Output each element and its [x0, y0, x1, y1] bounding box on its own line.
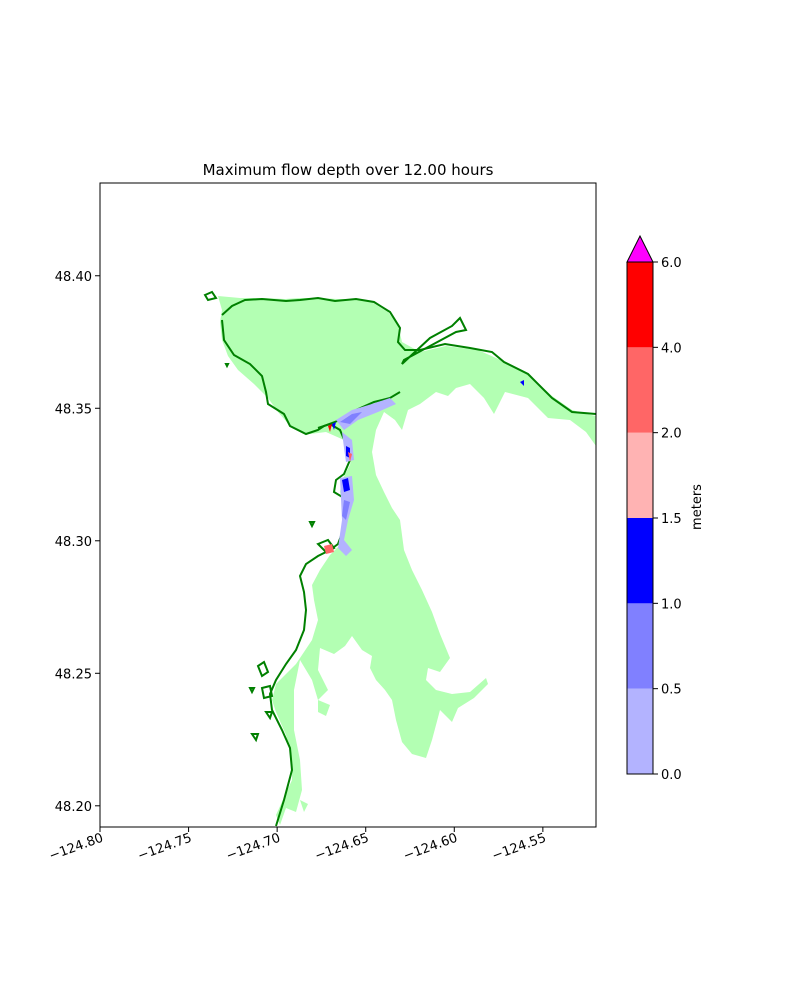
y-tick-label: 48.40	[55, 270, 92, 285]
y-tick-label: 48.30	[55, 535, 92, 550]
colorbar-tick-label: 4.0	[661, 341, 682, 356]
y-tick-label: 48.25	[55, 667, 92, 682]
x-tick-label: −124.75	[136, 831, 194, 864]
plot-frame	[99, 182, 597, 828]
colorbar-bin	[627, 518, 653, 604]
colorbar-extend-arrow	[626, 234, 654, 263]
colorbar-bin	[627, 432, 653, 518]
colorbar-tick-label: 0.5	[661, 683, 682, 698]
chart-title: Maximum flow depth over 12.00 hours	[203, 161, 494, 179]
x-tick-label: −124.55	[490, 831, 548, 864]
colorbar-bin	[627, 262, 653, 348]
x-tick-label: −124.60	[402, 831, 460, 864]
colorbar-label: meters	[690, 484, 705, 530]
x-axis: −124.80 −124.75 −124.70 −124.65 −124.60 −124.…	[47, 827, 548, 864]
colorbar-tick-label: 6.0	[661, 256, 682, 271]
flow-depth-patches	[324, 380, 524, 556]
colorbar-tick-label: 1.0	[661, 597, 682, 612]
x-tick-label: −124.65	[313, 831, 371, 864]
colorbar-bin	[627, 603, 653, 689]
land-region	[218, 296, 596, 825]
colorbar-tick-label: 1.5	[661, 512, 682, 527]
colorbar: 0.0 0.5 1.0 1.5 2.0 4.0 6.0	[626, 234, 682, 783]
y-tick-label: 48.35	[55, 402, 92, 417]
y-tick-label: 48.20	[55, 800, 92, 815]
colorbar-tick-label: 0.0	[661, 768, 682, 783]
plot-area: −124.80 −124.75 −124.70 −124.65 −124.60 −124.…	[47, 182, 597, 864]
x-tick-label: −124.80	[47, 831, 105, 864]
colorbar-tick-label: 2.0	[661, 427, 682, 442]
y-axis: 48.20 48.25 48.30 48.35 48.40	[55, 270, 100, 815]
colorbar-bin	[627, 688, 653, 774]
colorbar-bin	[627, 347, 653, 433]
shoreline-contours	[203, 290, 596, 827]
x-tick-label: −124.70	[224, 831, 282, 864]
